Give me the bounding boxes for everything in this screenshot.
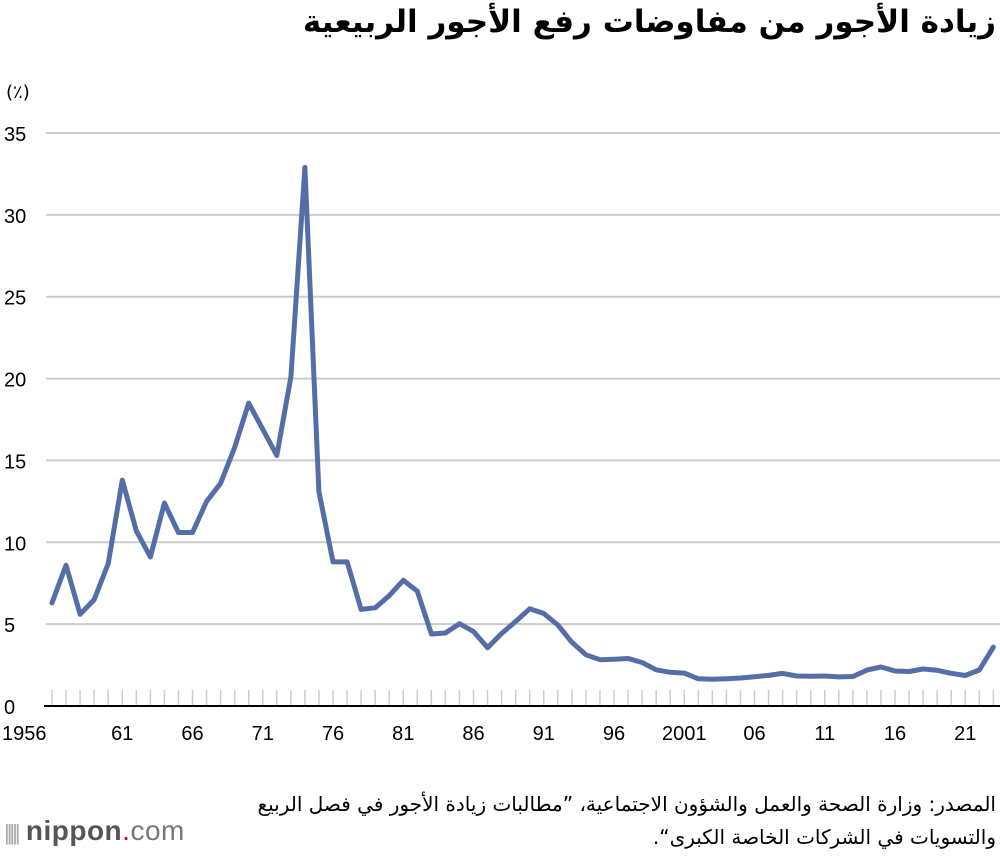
source-note: المصدر: وزارة الصحة والعمل والشؤون الاجت… [257,792,996,849]
nippon-logo: ||||| nippon.com [4,815,185,846]
x-tick-label: 66 [181,723,203,745]
x-tick-label: 21 [954,723,976,745]
y-axis-unit-label: (٪) [6,82,30,103]
y-tick-label: 0 [4,697,15,719]
y-tick-label: 10 [4,533,26,555]
y-tick-label: 5 [4,615,15,637]
y-tick-label: 35 [4,124,26,146]
x-tick-label: 1956 [2,723,47,745]
x-tick-label: 96 [603,723,625,745]
x-tick-label: 2001 [662,723,707,745]
line-chart: 1956 61 66 71 76 81 86 91 96 2001 06 11 16 21 0 5 10 15 2… [2,124,1000,745]
x-tick-label: 06 [743,723,765,745]
x-tick-label: 81 [392,723,414,745]
x-tick-label: 61 [111,723,133,745]
chart-title: زيادة الأجور من مفاوضات رفع الأجور الربي… [302,4,996,40]
y-tick-label: 25 [4,288,26,310]
x-tick-label: 16 [884,723,906,745]
logo-bars-icon: ||||| [4,820,20,845]
y-tick-label: 15 [4,451,26,473]
x-tick-label: 76 [322,723,344,745]
x-tick-label: 86 [462,723,484,745]
x-tick-label: 91 [533,723,555,745]
y-tick-label: 30 [4,206,26,228]
data-series-line [49,164,996,682]
y-tick-label: 20 [4,370,26,392]
x-tick-label: 11 [814,723,835,745]
x-tick-label: 71 [252,723,274,745]
